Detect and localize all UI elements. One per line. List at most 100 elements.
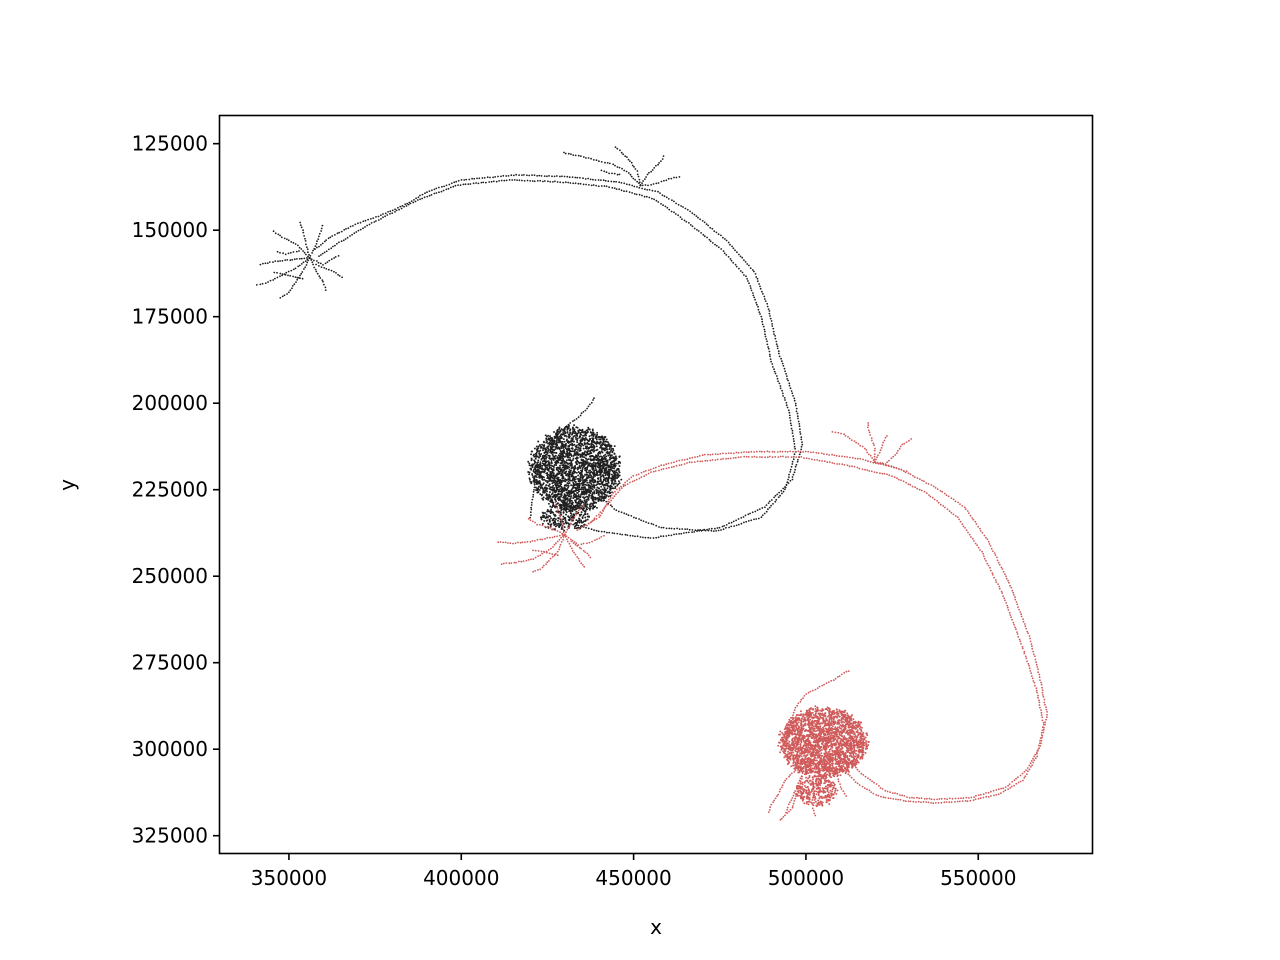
data-point [583, 434, 585, 437]
data-point [618, 166, 621, 169]
data-point [553, 535, 556, 538]
data-point [576, 460, 579, 463]
data-point [585, 157, 587, 159]
data-point [777, 350, 780, 353]
data-point [976, 544, 978, 547]
data-point [652, 183, 655, 185]
data-point [534, 457, 537, 460]
data-point [560, 447, 563, 450]
data-point [296, 258, 298, 260]
data-point [641, 187, 643, 190]
data-point [608, 458, 611, 461]
data-point [665, 179, 668, 182]
data-point [618, 489, 621, 491]
data-point [868, 789, 871, 792]
data-point [786, 481, 789, 484]
data-point [539, 444, 541, 446]
data-point [954, 797, 957, 800]
data-point [1039, 739, 1041, 742]
data-point [545, 453, 548, 456]
data-point [578, 435, 581, 438]
data-point [720, 529, 722, 531]
data-point [601, 509, 604, 512]
data-point [530, 450, 533, 453]
data-point [722, 250, 725, 253]
data-point [611, 450, 614, 453]
data-point [687, 531, 690, 534]
data-point [570, 509, 572, 512]
data-point [597, 491, 600, 494]
data-point [589, 403, 591, 406]
data-point [534, 549, 537, 552]
data-point [544, 434, 547, 437]
data-point [697, 529, 699, 531]
data-point [793, 771, 796, 773]
data-point [541, 516, 544, 519]
data-point [897, 449, 899, 452]
data-point [756, 277, 759, 280]
data-point [288, 291, 290, 294]
data-point [531, 520, 534, 523]
data-point [303, 257, 306, 260]
data-point [593, 474, 595, 477]
data-point [423, 196, 426, 199]
data-point [590, 496, 593, 499]
data-point [581, 481, 584, 484]
data-point [587, 527, 590, 530]
data-point [546, 466, 549, 469]
data-point [1019, 780, 1022, 783]
data-point [596, 442, 599, 445]
data-point [602, 479, 605, 482]
data-point [737, 456, 740, 459]
data-point [298, 250, 300, 252]
data-point [565, 489, 568, 492]
data-point [516, 179, 518, 182]
data-point [1011, 618, 1013, 621]
data-point [568, 493, 571, 496]
data-point [595, 529, 598, 532]
data-point [349, 235, 351, 237]
data-point [585, 438, 588, 441]
data-point [272, 279, 275, 281]
data-point [452, 185, 455, 188]
data-point [873, 444, 875, 447]
data-point [612, 459, 615, 462]
data-point [582, 496, 585, 499]
data-point [296, 276, 299, 279]
data-point [884, 789, 887, 792]
data-point [544, 479, 547, 482]
data-point [572, 472, 575, 475]
data-point [817, 452, 820, 455]
data-point [665, 463, 668, 465]
data-point [586, 524, 588, 527]
data-point [602, 484, 605, 487]
data-point [566, 426, 569, 429]
data-point [987, 791, 990, 794]
data-point [1046, 716, 1048, 718]
data-point [614, 487, 616, 490]
data-point [589, 479, 592, 482]
data-point [590, 490, 593, 493]
data-point [691, 529, 694, 531]
data-point [592, 461, 595, 464]
data-point [813, 799, 816, 801]
data-point [543, 519, 546, 522]
data-point [540, 446, 542, 449]
data-point [576, 453, 579, 455]
data-point [608, 501, 611, 504]
data-point [587, 458, 590, 461]
data-point [573, 516, 576, 518]
data-point [786, 808, 789, 811]
data-point [760, 450, 763, 453]
data-point [533, 471, 536, 474]
data-point [1005, 602, 1008, 604]
data-point [831, 453, 833, 456]
data-point [599, 436, 602, 439]
data-point [650, 170, 652, 173]
data-point [539, 467, 542, 470]
data-point [545, 456, 548, 459]
data-point [551, 553, 554, 556]
data-point [566, 503, 569, 506]
data-point [599, 479, 602, 482]
data-point [563, 526, 566, 529]
